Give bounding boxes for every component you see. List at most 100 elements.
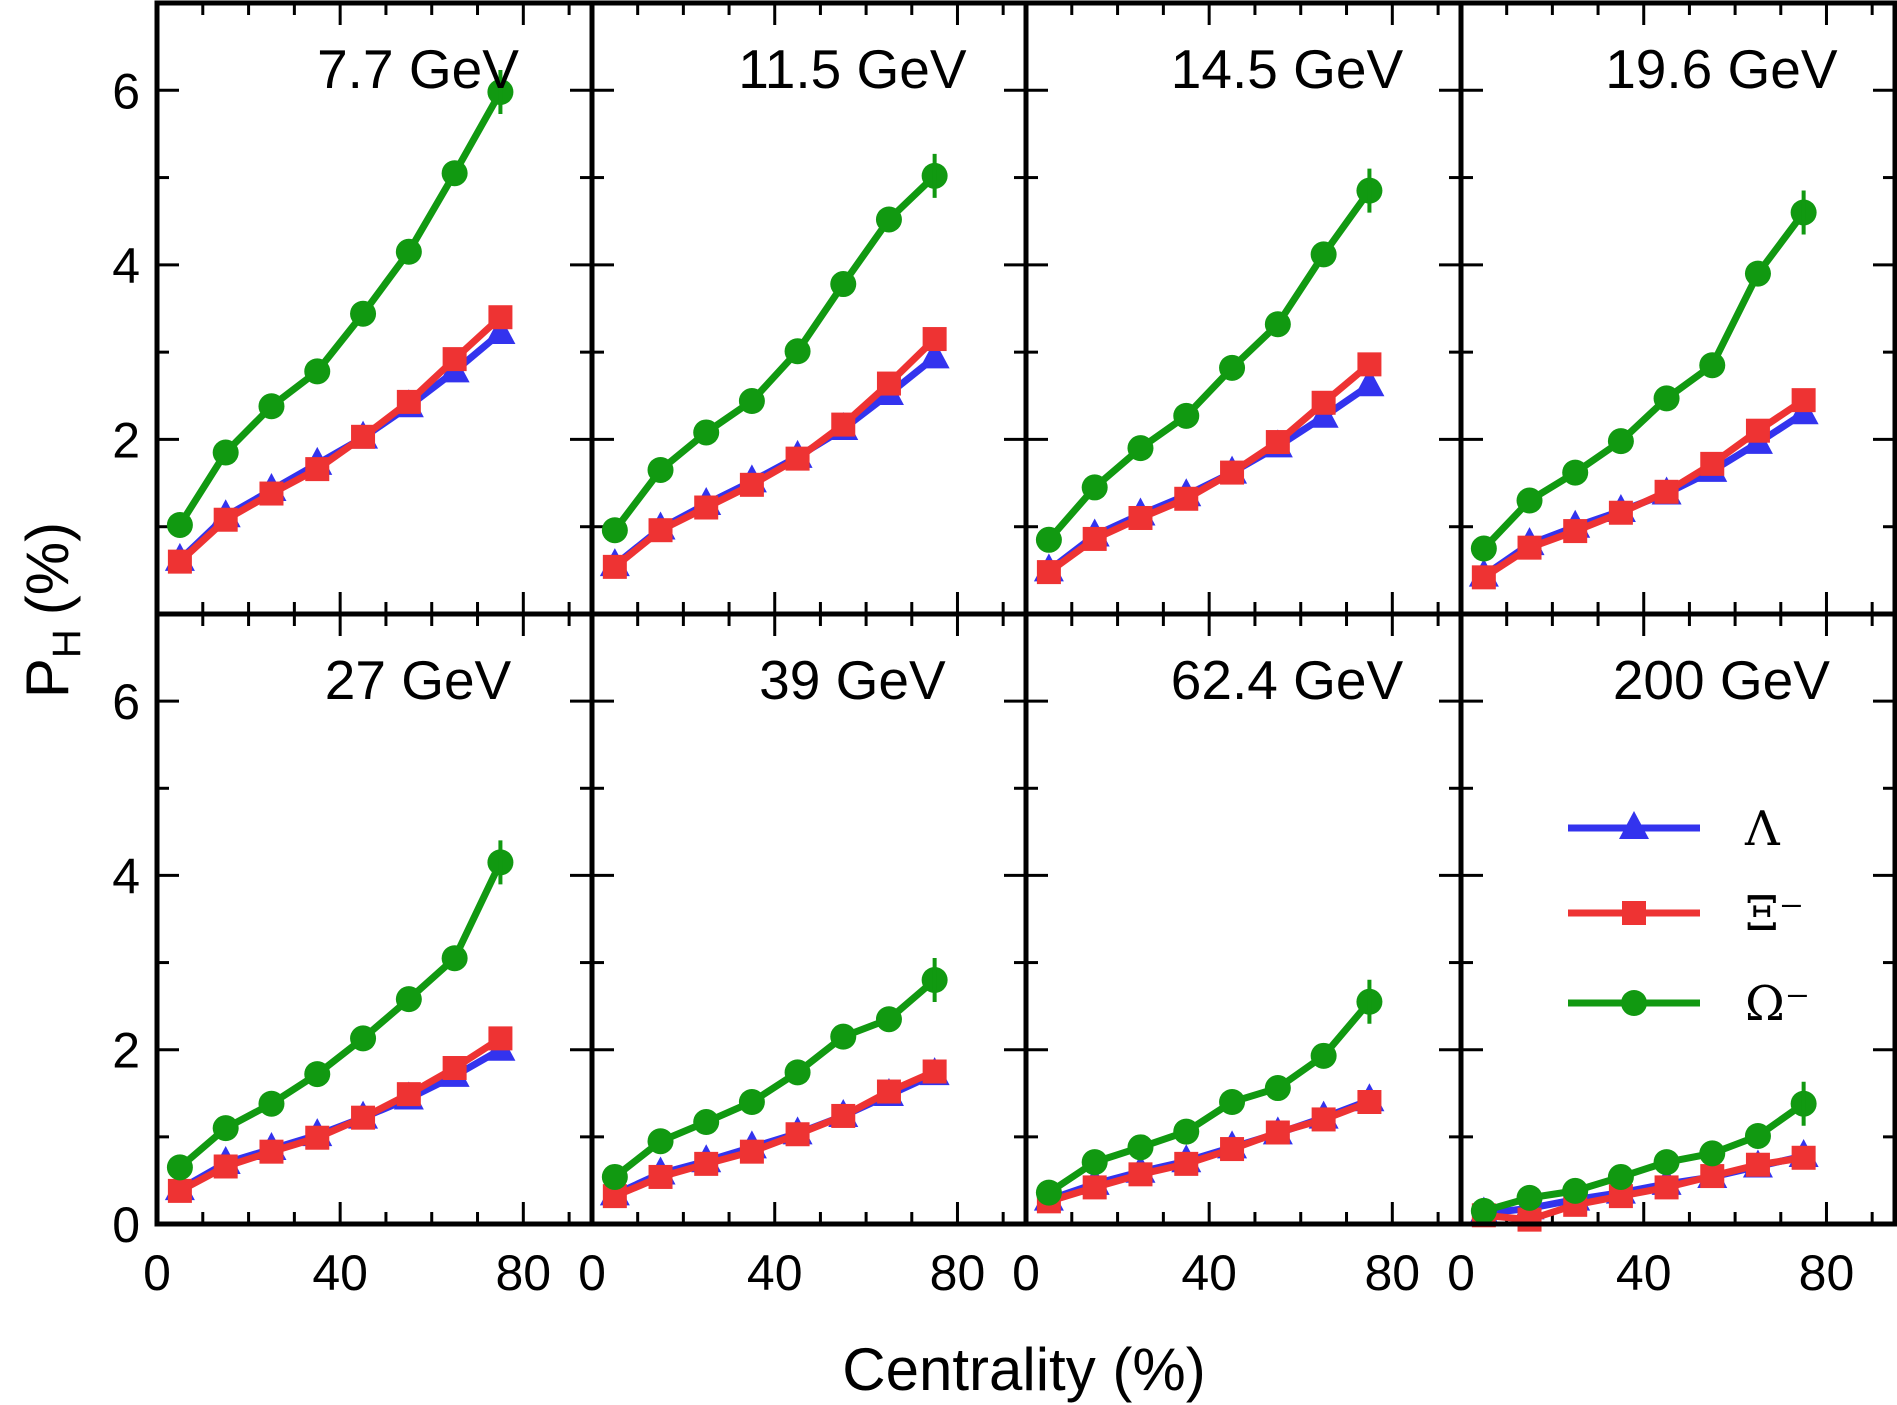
x-tick-label: 80 xyxy=(496,1245,552,1301)
data-point xyxy=(1357,1090,1382,1114)
data-point xyxy=(876,1079,901,1104)
data-point xyxy=(738,388,765,415)
x-tick-label: 80 xyxy=(1799,1245,1855,1301)
panel-4: 19.6 GeV xyxy=(1458,0,1897,617)
data-point xyxy=(1608,500,1633,525)
data-point xyxy=(1562,459,1589,486)
data-point xyxy=(350,300,377,327)
data-point xyxy=(1265,1120,1290,1145)
data-point xyxy=(1470,535,1497,562)
data-point xyxy=(1264,311,1291,338)
data-point xyxy=(875,1006,902,1033)
data-point xyxy=(1517,1207,1542,1232)
data-point xyxy=(305,457,330,482)
data-point xyxy=(304,1061,331,1088)
data-point xyxy=(1653,385,1680,412)
y-tick-label: 4 xyxy=(112,238,140,294)
legend-item-omega: Ω⁻ xyxy=(1568,976,1810,1032)
data-point xyxy=(693,1109,720,1136)
data-point xyxy=(488,305,513,330)
data-point xyxy=(1081,1149,1108,1176)
panel-energy-label: 14.5 GeV xyxy=(1171,38,1404,100)
legend-item-xi: Ξ⁻ xyxy=(1568,886,1804,942)
data-point xyxy=(1470,1197,1497,1224)
data-point xyxy=(442,1056,467,1081)
data-point xyxy=(1173,402,1200,429)
x-axis-title: Centrality (%) xyxy=(842,1336,1205,1403)
data-point xyxy=(1354,368,1385,397)
panel-2: 11.5 GeV xyxy=(589,0,1029,617)
panel-3: 14.5 GeV xyxy=(1023,0,1464,617)
data-point xyxy=(1082,526,1107,551)
data-point xyxy=(1128,1162,1153,1187)
data-point xyxy=(1699,352,1726,379)
data-point xyxy=(1265,430,1290,455)
panel-energy-label: 62.4 GeV xyxy=(1171,649,1404,711)
data-point xyxy=(919,340,950,369)
data-point xyxy=(396,389,421,414)
data-point xyxy=(1791,1145,1816,1170)
data-point xyxy=(648,1164,673,1189)
data-point xyxy=(601,1163,628,1190)
panel-6: 39 GeV xyxy=(589,611,1029,1227)
y-tick-label: 0 xyxy=(112,1197,140,1253)
y-tick-label: 6 xyxy=(112,674,140,730)
data-point xyxy=(1035,1179,1062,1206)
data-point xyxy=(258,1090,285,1117)
data-point xyxy=(1744,1122,1771,1149)
legend-marker xyxy=(1621,990,1647,1016)
data-point xyxy=(1311,1107,1336,1132)
y-tick-label: 6 xyxy=(112,63,140,119)
data-point xyxy=(351,1105,376,1130)
series-omega xyxy=(166,840,514,1181)
data-point xyxy=(1174,1151,1199,1176)
data-point xyxy=(1357,352,1382,377)
data-point xyxy=(1700,1164,1725,1189)
panel-8: 200 GeV xyxy=(1458,611,1897,1232)
data-point xyxy=(784,338,811,365)
series-xi xyxy=(602,1059,947,1209)
data-point xyxy=(259,1139,284,1164)
data-point xyxy=(648,518,673,543)
data-point xyxy=(1471,565,1496,590)
data-point xyxy=(693,419,720,446)
legend: Λ Ξ⁻ Ω⁻ xyxy=(1568,801,1810,1032)
series-omega xyxy=(1035,168,1383,553)
y-axis-title-suffix: (%) xyxy=(14,522,81,615)
data-point xyxy=(350,1025,377,1052)
series-xi xyxy=(602,327,947,579)
data-point xyxy=(1219,1089,1246,1115)
data-point xyxy=(1699,1140,1726,1167)
series-xi xyxy=(167,305,513,574)
legend-item-lambda: Λ xyxy=(1568,801,1781,857)
data-point xyxy=(1744,260,1771,287)
data-point xyxy=(1081,474,1108,501)
x-tick-label: 0 xyxy=(1012,1245,1040,1301)
panel-energy-label: 200 GeV xyxy=(1613,649,1830,711)
data-point xyxy=(1791,388,1816,413)
data-point xyxy=(1517,535,1542,560)
series-xi xyxy=(1036,1090,1382,1214)
data-point xyxy=(1127,1134,1154,1161)
data-point xyxy=(831,1103,856,1128)
series-omega xyxy=(1470,190,1817,562)
data-point xyxy=(739,1139,764,1164)
data-point xyxy=(1173,1118,1200,1145)
data-point xyxy=(601,517,628,544)
y-axis-title: PH (%) xyxy=(14,522,89,698)
y-axis-title-sub: H xyxy=(45,629,89,658)
panel-energy-label: 19.6 GeV xyxy=(1605,38,1838,100)
data-point xyxy=(351,424,376,449)
legend-label: Λ xyxy=(1744,801,1781,857)
data-point xyxy=(1264,1075,1291,1102)
y-tick-label: 2 xyxy=(112,1023,140,1079)
data-point xyxy=(1607,1163,1634,1190)
data-point xyxy=(647,1128,674,1155)
data-point xyxy=(442,347,467,372)
data-point xyxy=(1128,505,1153,530)
data-point xyxy=(1311,390,1336,415)
data-point xyxy=(441,160,468,187)
data-point xyxy=(875,206,902,233)
x-tick-label: 40 xyxy=(312,1245,368,1301)
